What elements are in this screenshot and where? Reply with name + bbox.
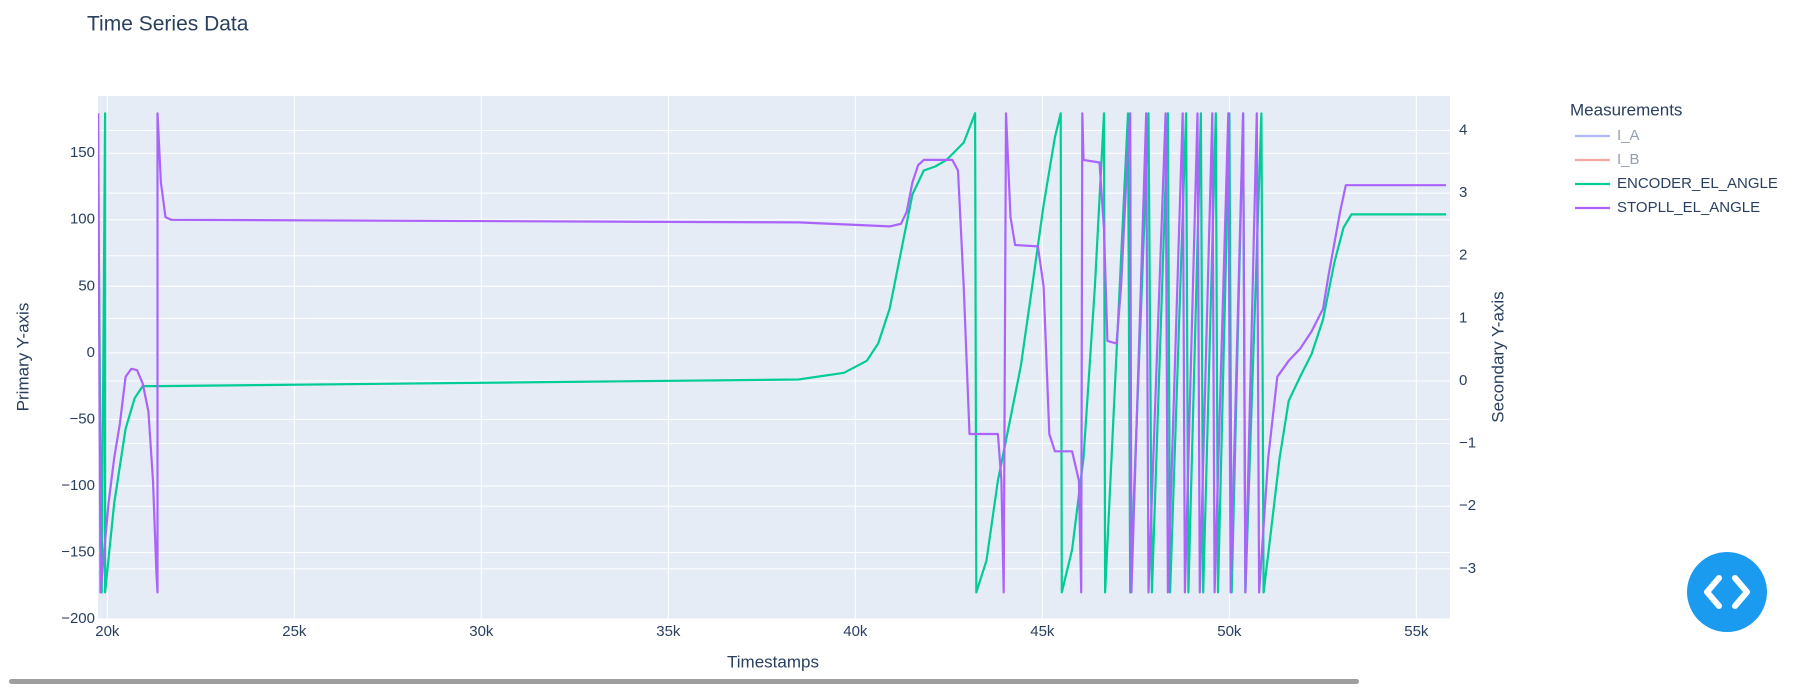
legend-title: Measurements — [1570, 100, 1682, 119]
x-tick-label: 55k — [1404, 623, 1429, 640]
y2-axis-title: Secondary Y-axis — [1488, 291, 1507, 422]
y-tick-label: −50 — [70, 410, 95, 427]
x-axis-title: Timestamps — [727, 652, 819, 671]
y2-tick-label: 4 — [1459, 121, 1467, 138]
lines — [98, 112, 1447, 594]
legend-label: ENCODER_EL_ANGLE — [1617, 175, 1778, 192]
x-tick-label: 50k — [1217, 623, 1242, 640]
series-line — [98, 112, 1447, 594]
x-tick-label: 35k — [656, 623, 681, 640]
x-tick-label: 45k — [1030, 623, 1055, 640]
y2-tick-label: 1 — [1459, 309, 1467, 326]
y-axis-title: Primary Y-axis — [13, 303, 32, 412]
y-tick-label: −150 — [61, 543, 95, 560]
code-toggle-button[interactable] — [1687, 552, 1767, 632]
y2-tick-label: −3 — [1459, 560, 1476, 577]
legend: I_A I_B ENCODER_EL_ANGLE STOPLL_EL_ANGLE — [1575, 127, 1778, 216]
x-tick-label: 20k — [95, 623, 120, 640]
scrollbar[interactable] — [9, 679, 1359, 684]
legend-label: I_A — [1617, 127, 1640, 144]
y2-tick-label: −2 — [1459, 497, 1476, 514]
x-tick-label: 25k — [282, 623, 307, 640]
legend-label: I_B — [1617, 151, 1640, 168]
legend-label: STOPLL_EL_ANGLE — [1617, 199, 1760, 216]
y2-tick-label: 3 — [1459, 184, 1467, 201]
y-tick-label: 100 — [70, 211, 95, 228]
y2-tick-label: 0 — [1459, 372, 1467, 389]
y2-tick-label: −1 — [1459, 435, 1476, 452]
y-tick-label: −100 — [61, 477, 95, 494]
x-tick-label: 30k — [469, 623, 494, 640]
series-line — [98, 112, 1447, 594]
y-tick-label: 0 — [87, 344, 95, 361]
button-circle[interactable] — [1687, 552, 1767, 632]
y-tick-label: −200 — [61, 610, 95, 627]
y-tick-label: 150 — [70, 144, 95, 161]
x-tick-label: 40k — [843, 623, 868, 640]
chart-title: Time Series Data — [87, 13, 249, 36]
y2-tick-label: 2 — [1459, 247, 1467, 264]
code-icon[interactable] — [1704, 575, 1750, 609]
grid — [98, 96, 1450, 620]
y-tick-label: 50 — [78, 277, 95, 294]
